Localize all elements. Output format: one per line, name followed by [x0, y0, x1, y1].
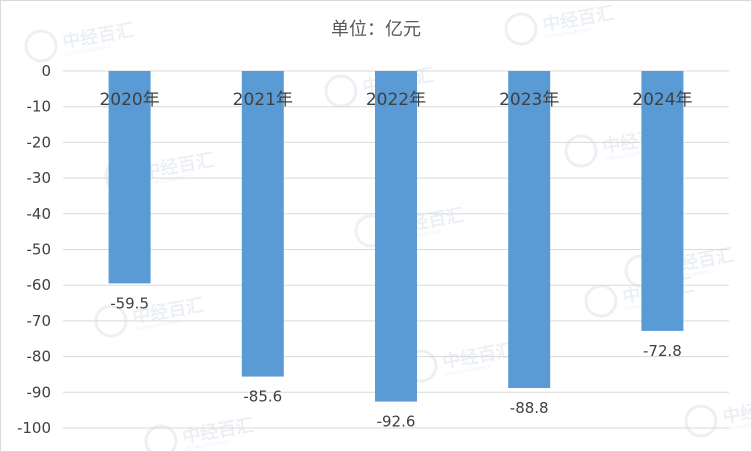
watermark-logo-icon	[144, 424, 178, 451]
y-tick-label: -40	[27, 205, 52, 223]
y-tick-label: -90	[27, 383, 52, 401]
y-tick-label: -30	[27, 169, 52, 187]
bar	[375, 71, 417, 402]
watermark-logo-icon	[584, 284, 618, 318]
y-tick-label: -60	[27, 276, 52, 294]
watermark-logo-icon	[504, 12, 538, 46]
y-axis-tick-labels: 0 -10 -20 -30 -40 -50 -60 -70 -80 -90 -100	[17, 62, 51, 437]
bar	[641, 71, 684, 331]
data-label: -59.5	[110, 294, 149, 312]
x-category-label: 2020年	[99, 90, 159, 110]
data-label: -72.8	[643, 342, 682, 360]
y-tick-label: -100	[17, 419, 51, 437]
data-labels: -59.5 -85.6 -92.6 -88.8 -72.8	[110, 294, 682, 430]
y-tick-label: -10	[27, 98, 52, 116]
y-tick-label: -50	[27, 241, 52, 259]
watermark-logo-icon	[24, 29, 58, 63]
x-category-label: 2023年	[499, 90, 559, 110]
watermark-logo-icon	[94, 304, 128, 338]
data-label: -85.6	[243, 388, 282, 406]
x-category-label: 2024年	[632, 90, 692, 110]
chart-title: 单位：亿元	[331, 19, 421, 40]
y-tick-label: -20	[27, 133, 52, 151]
data-label: -88.8	[510, 399, 549, 417]
x-axis-category-labels: 2020年 2021年 2022年 2023年 2024年	[99, 90, 692, 110]
data-label: -92.6	[377, 413, 416, 431]
bar	[241, 71, 284, 377]
bars	[108, 71, 684, 402]
bar	[108, 71, 151, 284]
x-category-label: 2021年	[233, 90, 293, 110]
y-tick-label: 0	[41, 62, 51, 80]
watermark-logo-icon	[684, 404, 718, 438]
y-tick-label: -80	[27, 348, 52, 366]
watermark-logo-icon	[324, 74, 358, 108]
watermark-logo-icon	[564, 134, 598, 168]
y-tick-label: -70	[27, 312, 52, 330]
x-category-label: 2022年	[366, 90, 426, 110]
bar	[508, 71, 551, 389]
